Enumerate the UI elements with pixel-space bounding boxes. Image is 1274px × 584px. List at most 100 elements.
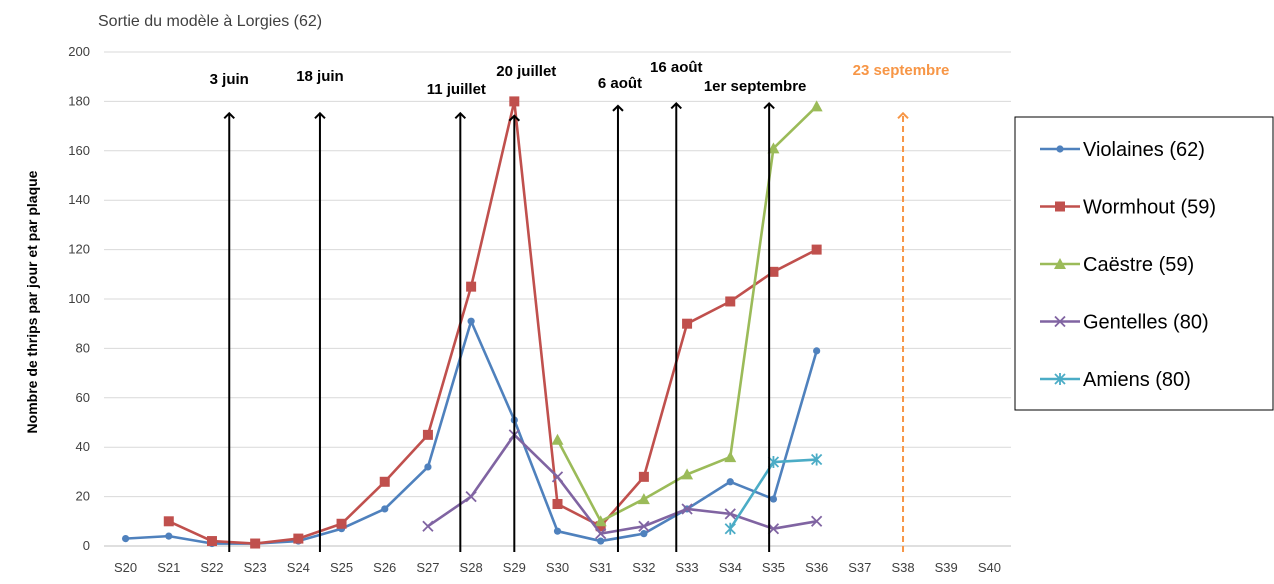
annotation: 16 août — [650, 59, 703, 552]
y-tick-label: 0 — [83, 538, 90, 553]
data-point — [811, 453, 823, 466]
x-tick-label: S39 — [935, 560, 958, 575]
x-tick-label: S22 — [200, 560, 223, 575]
y-tick-label: 60 — [76, 390, 90, 405]
data-point — [638, 520, 650, 532]
data-point — [637, 493, 650, 505]
series-2 — [551, 100, 823, 527]
legend-entry: Caëstre (59) — [1040, 254, 1194, 276]
legend-entry: Wormhout (59) — [1040, 197, 1216, 219]
x-tick-label: S35 — [762, 560, 785, 575]
data-point — [597, 537, 605, 545]
legend-label: Caëstre (59) — [1083, 254, 1194, 276]
annotation-label: 23 septembre — [853, 62, 950, 79]
x-axis-ticks: S20 S21 S22 S23 S24 S25 S26 S27 S28 S29 S30 S31 S32 S… — [114, 560, 1001, 575]
data-point — [813, 347, 821, 355]
y-tick-label: 120 — [68, 242, 90, 257]
legend-entry: Violaines (62) — [1040, 139, 1205, 161]
annotation-label: 11 juillet — [427, 81, 486, 98]
annotation: 11 juillet — [427, 81, 486, 552]
x-tick-label: S27 — [416, 560, 439, 575]
y-tick-label: 200 — [68, 44, 90, 59]
x-tick-label: S20 — [114, 560, 137, 575]
y-tick-label: 80 — [76, 340, 90, 355]
data-point — [553, 527, 562, 535]
data-point — [552, 499, 563, 510]
data-point — [379, 476, 390, 487]
annotation-layer: 3 juin 18 juin 11 juillet 20 juillet 6 août 1… — [210, 59, 950, 552]
series-line — [556, 105, 818, 523]
y-tick-label: 140 — [68, 192, 90, 207]
data-point — [724, 508, 736, 520]
series-layer — [121, 96, 823, 549]
data-point — [466, 281, 477, 292]
annotation: 18 juin — [296, 68, 344, 552]
annotation: 1er septembre — [704, 78, 807, 552]
data-point — [250, 538, 261, 549]
y-tick-label: 40 — [76, 439, 90, 454]
annotation-label: 16 août — [650, 59, 703, 76]
x-tick-label: S30 — [546, 560, 569, 575]
data-point — [206, 536, 217, 547]
data-point — [725, 296, 736, 307]
data-point — [811, 515, 823, 527]
series-3 — [422, 429, 823, 540]
annotation: 3 juin — [210, 71, 249, 552]
x-tick-label: S33 — [676, 560, 699, 575]
annotation-label: 20 juillet — [496, 63, 556, 80]
data-point — [467, 317, 475, 325]
data-point — [1054, 373, 1066, 385]
data-point — [811, 244, 822, 255]
legend-label: Wormhout (59) — [1083, 197, 1216, 219]
y-axis-label: Nombre de thrips par jour et par plaque — [24, 170, 40, 433]
x-tick-label: S23 — [244, 560, 267, 575]
data-point — [769, 495, 778, 503]
data-point — [1054, 315, 1066, 328]
annotation-label: 18 juin — [296, 68, 344, 85]
data-point — [465, 490, 477, 503]
data-point — [293, 533, 304, 544]
data-point — [810, 100, 823, 112]
data-point — [594, 515, 607, 527]
annotation: 6 août — [598, 75, 642, 552]
legend-label: Gentelles (80) — [1083, 312, 1209, 334]
annotation: 20 juillet — [496, 63, 556, 552]
x-tick-label: S37 — [848, 560, 871, 575]
data-point — [681, 468, 694, 480]
annotation-label: 3 juin — [210, 71, 249, 88]
annotation: 23 septembre — [853, 62, 950, 552]
data-point — [726, 478, 734, 486]
data-point — [422, 520, 434, 532]
x-tick-label: S32 — [632, 560, 655, 575]
data-point — [336, 518, 347, 529]
x-tick-label: S25 — [330, 560, 353, 575]
y-tick-label: 160 — [68, 143, 90, 158]
chart-title: Sortie du modèle à Lorgies (62) — [98, 13, 322, 30]
y-axis-ticks: 0 20 40 60 80 100 120 140 160 180 200 — [68, 44, 90, 553]
x-tick-label: S34 — [719, 560, 742, 575]
data-point — [551, 471, 564, 483]
data-point — [121, 534, 130, 543]
x-tick-label: S31 — [589, 560, 612, 575]
data-point — [640, 530, 648, 538]
legend-label: Amiens (80) — [1083, 369, 1191, 391]
x-tick-label: S28 — [460, 560, 483, 575]
data-point — [682, 318, 693, 329]
annotation-label: 1er septembre — [704, 78, 807, 95]
legend-entry: Gentelles (80) — [1040, 312, 1209, 334]
data-point — [422, 429, 433, 440]
data-point — [767, 142, 780, 154]
data-point — [163, 516, 174, 527]
data-point — [165, 532, 173, 540]
y-tick-label: 20 — [76, 489, 90, 504]
data-point — [1056, 145, 1064, 153]
x-tick-label: S38 — [891, 560, 914, 575]
legend: Violaines (62) Wormhout (59) Caëstre (59) G… — [1014, 116, 1274, 411]
x-tick-label: S21 — [157, 560, 180, 575]
data-point — [381, 505, 389, 513]
data-point — [551, 433, 564, 445]
x-tick-label: S26 — [373, 560, 396, 575]
data-point — [1054, 258, 1066, 269]
